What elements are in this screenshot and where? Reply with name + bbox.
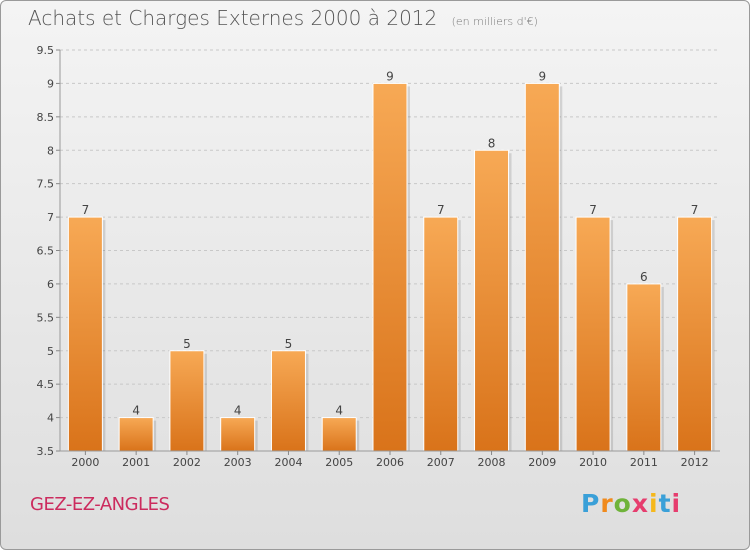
y-tick-label: 6.5 — [37, 245, 55, 258]
logo-letter: r — [600, 489, 614, 518]
y-tick-label: 7.5 — [37, 178, 55, 191]
bar — [67, 216, 103, 452]
logo-letter: x — [631, 489, 649, 518]
y-tick-label: 6 — [47, 278, 54, 291]
logo-letter: i — [649, 489, 659, 518]
bar-value-label: 7 — [691, 203, 699, 217]
chart-title: Achats et Charges Externes 2000 à 2012 (… — [28, 6, 538, 30]
bar — [524, 82, 560, 452]
x-tick-label: 2002 — [173, 456, 201, 469]
bar-value-label: 4 — [234, 404, 242, 418]
bar-value-label: 7 — [437, 203, 445, 217]
x-axis: 2000 2001 2002 2003 2004 2005 2006 2007 2008 2009… — [60, 450, 720, 469]
x-tick-label: 2005 — [325, 456, 353, 469]
bar-value-label: 7 — [589, 203, 597, 217]
commune-name: GEZ-EZ-ANGLES — [30, 494, 170, 515]
chart-title-text: Achats et Charges Externes 2000 à 2012 — [28, 6, 438, 30]
y-tick-label: 5.5 — [37, 311, 55, 324]
bar — [118, 417, 154, 452]
bar — [321, 417, 357, 452]
data-labels: 7 4 5 4 5 4 9 7 8 9 7 6 7 — [82, 69, 699, 417]
y-tick-label: 4.5 — [37, 378, 55, 391]
bar-value-label: 4 — [335, 404, 343, 418]
bar-value-label: 5 — [285, 337, 293, 351]
logo-letter: i — [671, 489, 682, 518]
y-tick-label: 3.5 — [37, 445, 55, 458]
bar — [677, 216, 713, 452]
bar — [423, 216, 459, 452]
y-tick-label: 5 — [47, 345, 54, 358]
bar-value-label: 6 — [640, 270, 648, 284]
x-tick-label: 2010 — [579, 456, 607, 469]
bar — [575, 216, 611, 452]
logo-letter: o — [613, 489, 632, 518]
y-tick-label: 8 — [47, 144, 54, 157]
y-tick-label: 4 — [47, 412, 54, 425]
bar-value-label: 7 — [82, 203, 90, 217]
y-tick-label: 9 — [47, 77, 54, 90]
y-axis: 3.5 4 4.5 5 5.5 6 6.5 7 7.5 8 8.5 9 9.5 — [37, 44, 61, 458]
x-tick-label: 2000 — [71, 456, 99, 469]
logo-letter: P — [581, 489, 601, 518]
x-tick-label: 2004 — [274, 456, 302, 469]
bar — [626, 283, 662, 452]
bar-value-label: 4 — [132, 404, 140, 418]
x-tick-label: 2012 — [681, 456, 709, 469]
x-tick-label: 2001 — [122, 456, 150, 469]
x-tick-label: 2009 — [528, 456, 556, 469]
bars — [67, 82, 715, 452]
bar — [220, 417, 256, 452]
y-tick-label: 9.5 — [37, 44, 55, 57]
bar-value-label: 9 — [538, 69, 546, 83]
bar — [169, 350, 205, 452]
x-tick-label: 2003 — [224, 456, 252, 469]
x-tick-label: 2011 — [630, 456, 658, 469]
bar — [474, 149, 510, 452]
bar-value-label: 8 — [488, 136, 496, 150]
bar-value-label: 5 — [183, 337, 191, 351]
chart-unit-note: (en milliers d'€) — [451, 15, 538, 28]
y-tick-label: 7 — [47, 211, 54, 224]
y-tick-label: 8.5 — [37, 111, 55, 124]
bar-value-label: 9 — [386, 69, 394, 83]
bar — [372, 82, 408, 452]
x-tick-label: 2008 — [478, 456, 506, 469]
bar — [270, 350, 306, 452]
proxiti-logo[interactable]: Proxiti — [581, 489, 681, 518]
x-tick-label: 2006 — [376, 456, 404, 469]
logo-letter: t — [658, 489, 672, 518]
x-tick-label: 2007 — [427, 456, 455, 469]
